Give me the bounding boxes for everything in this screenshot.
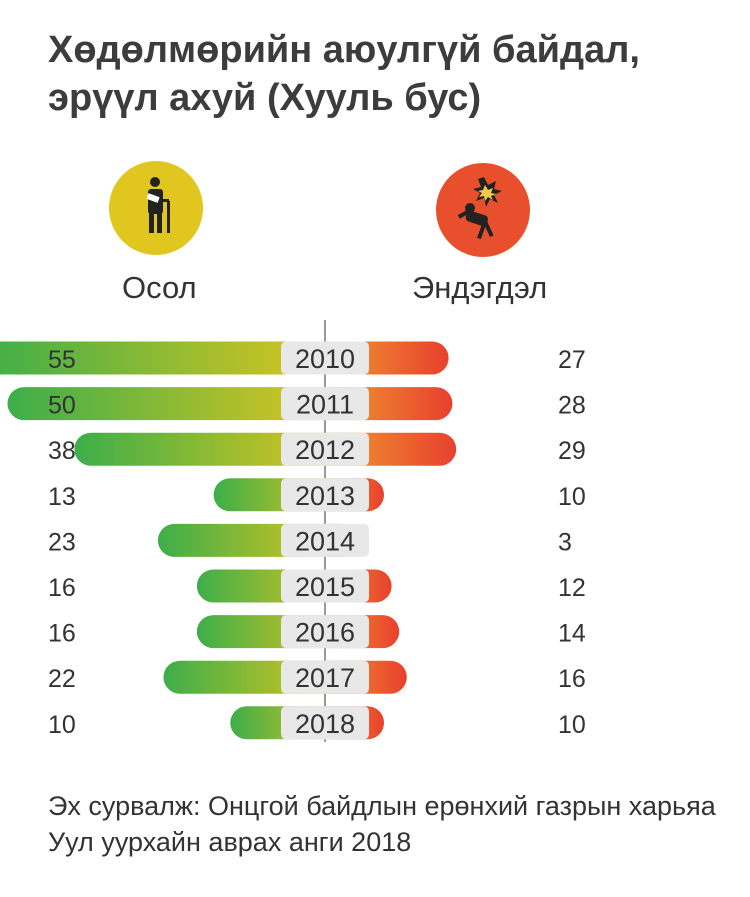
value-label-accidents-2016: 16 (48, 620, 76, 648)
year-label-background (281, 478, 369, 512)
bar-accidents-2011 (7, 387, 342, 421)
legend-label-fatalities: Эндэгдэл (412, 270, 548, 305)
year-label-background (281, 523, 369, 557)
year-label-background (281, 341, 369, 375)
value-label-fatalities-2016: 14 (558, 620, 586, 648)
year-label-2010: 2010 (295, 344, 355, 374)
diverging-bar-chart: 2010 55 27 2011 50 28 2012 38 29 2013 13 10 2014 23 3 2… (0, 320, 586, 742)
value-label-accidents-2012: 38 (48, 437, 76, 465)
value-label-accidents-2010: 55 (48, 346, 76, 374)
year-label-background (281, 432, 369, 466)
bar-accidents-2012 (74, 432, 342, 466)
value-label-accidents-2011: 50 (48, 392, 76, 420)
value-label-fatalities-2011: 28 (558, 392, 586, 420)
bar-accidents-2010 (0, 341, 342, 375)
value-label-accidents-2018: 10 (48, 711, 76, 739)
year-label-2018: 2018 (295, 709, 355, 739)
year-label-background (281, 569, 369, 603)
falling-person-icon (436, 163, 530, 257)
value-label-fatalities-2015: 12 (558, 574, 586, 602)
legend-label-accidents: Осол (122, 270, 197, 305)
value-label-fatalities-2012: 29 (558, 437, 586, 465)
year-label-2014: 2014 (295, 526, 355, 556)
year-label-background (281, 660, 369, 694)
value-label-accidents-2014: 23 (48, 528, 76, 556)
year-label-2017: 2017 (295, 663, 355, 693)
year-label-2013: 2013 (295, 481, 355, 511)
chart-title: Хөдөлмөрийн аюулгүй байдал, эрүүл ахуй (… (48, 29, 640, 119)
value-label-accidents-2013: 13 (48, 483, 76, 511)
year-label-2015: 2015 (295, 572, 355, 602)
value-label-accidents-2015: 16 (48, 574, 76, 602)
value-label-fatalities-2018: 10 (558, 711, 586, 739)
value-label-fatalities-2017: 16 (558, 665, 586, 693)
value-label-accidents-2017: 22 (48, 665, 76, 693)
year-label-2011: 2011 (296, 390, 354, 420)
year-label-background (281, 387, 369, 421)
value-label-fatalities-2013: 10 (558, 483, 586, 511)
source-note: Эх сурвалж: Онцгой байдлын ерөнхий газры… (48, 791, 716, 857)
year-label-2012: 2012 (295, 435, 355, 465)
year-label-2016: 2016 (295, 618, 355, 648)
value-label-fatalities-2010: 27 (558, 346, 586, 374)
value-label-fatalities-2014: 3 (558, 528, 572, 556)
injured-person-icon (109, 161, 203, 255)
year-label-background (281, 615, 369, 649)
year-label-background (281, 706, 369, 740)
